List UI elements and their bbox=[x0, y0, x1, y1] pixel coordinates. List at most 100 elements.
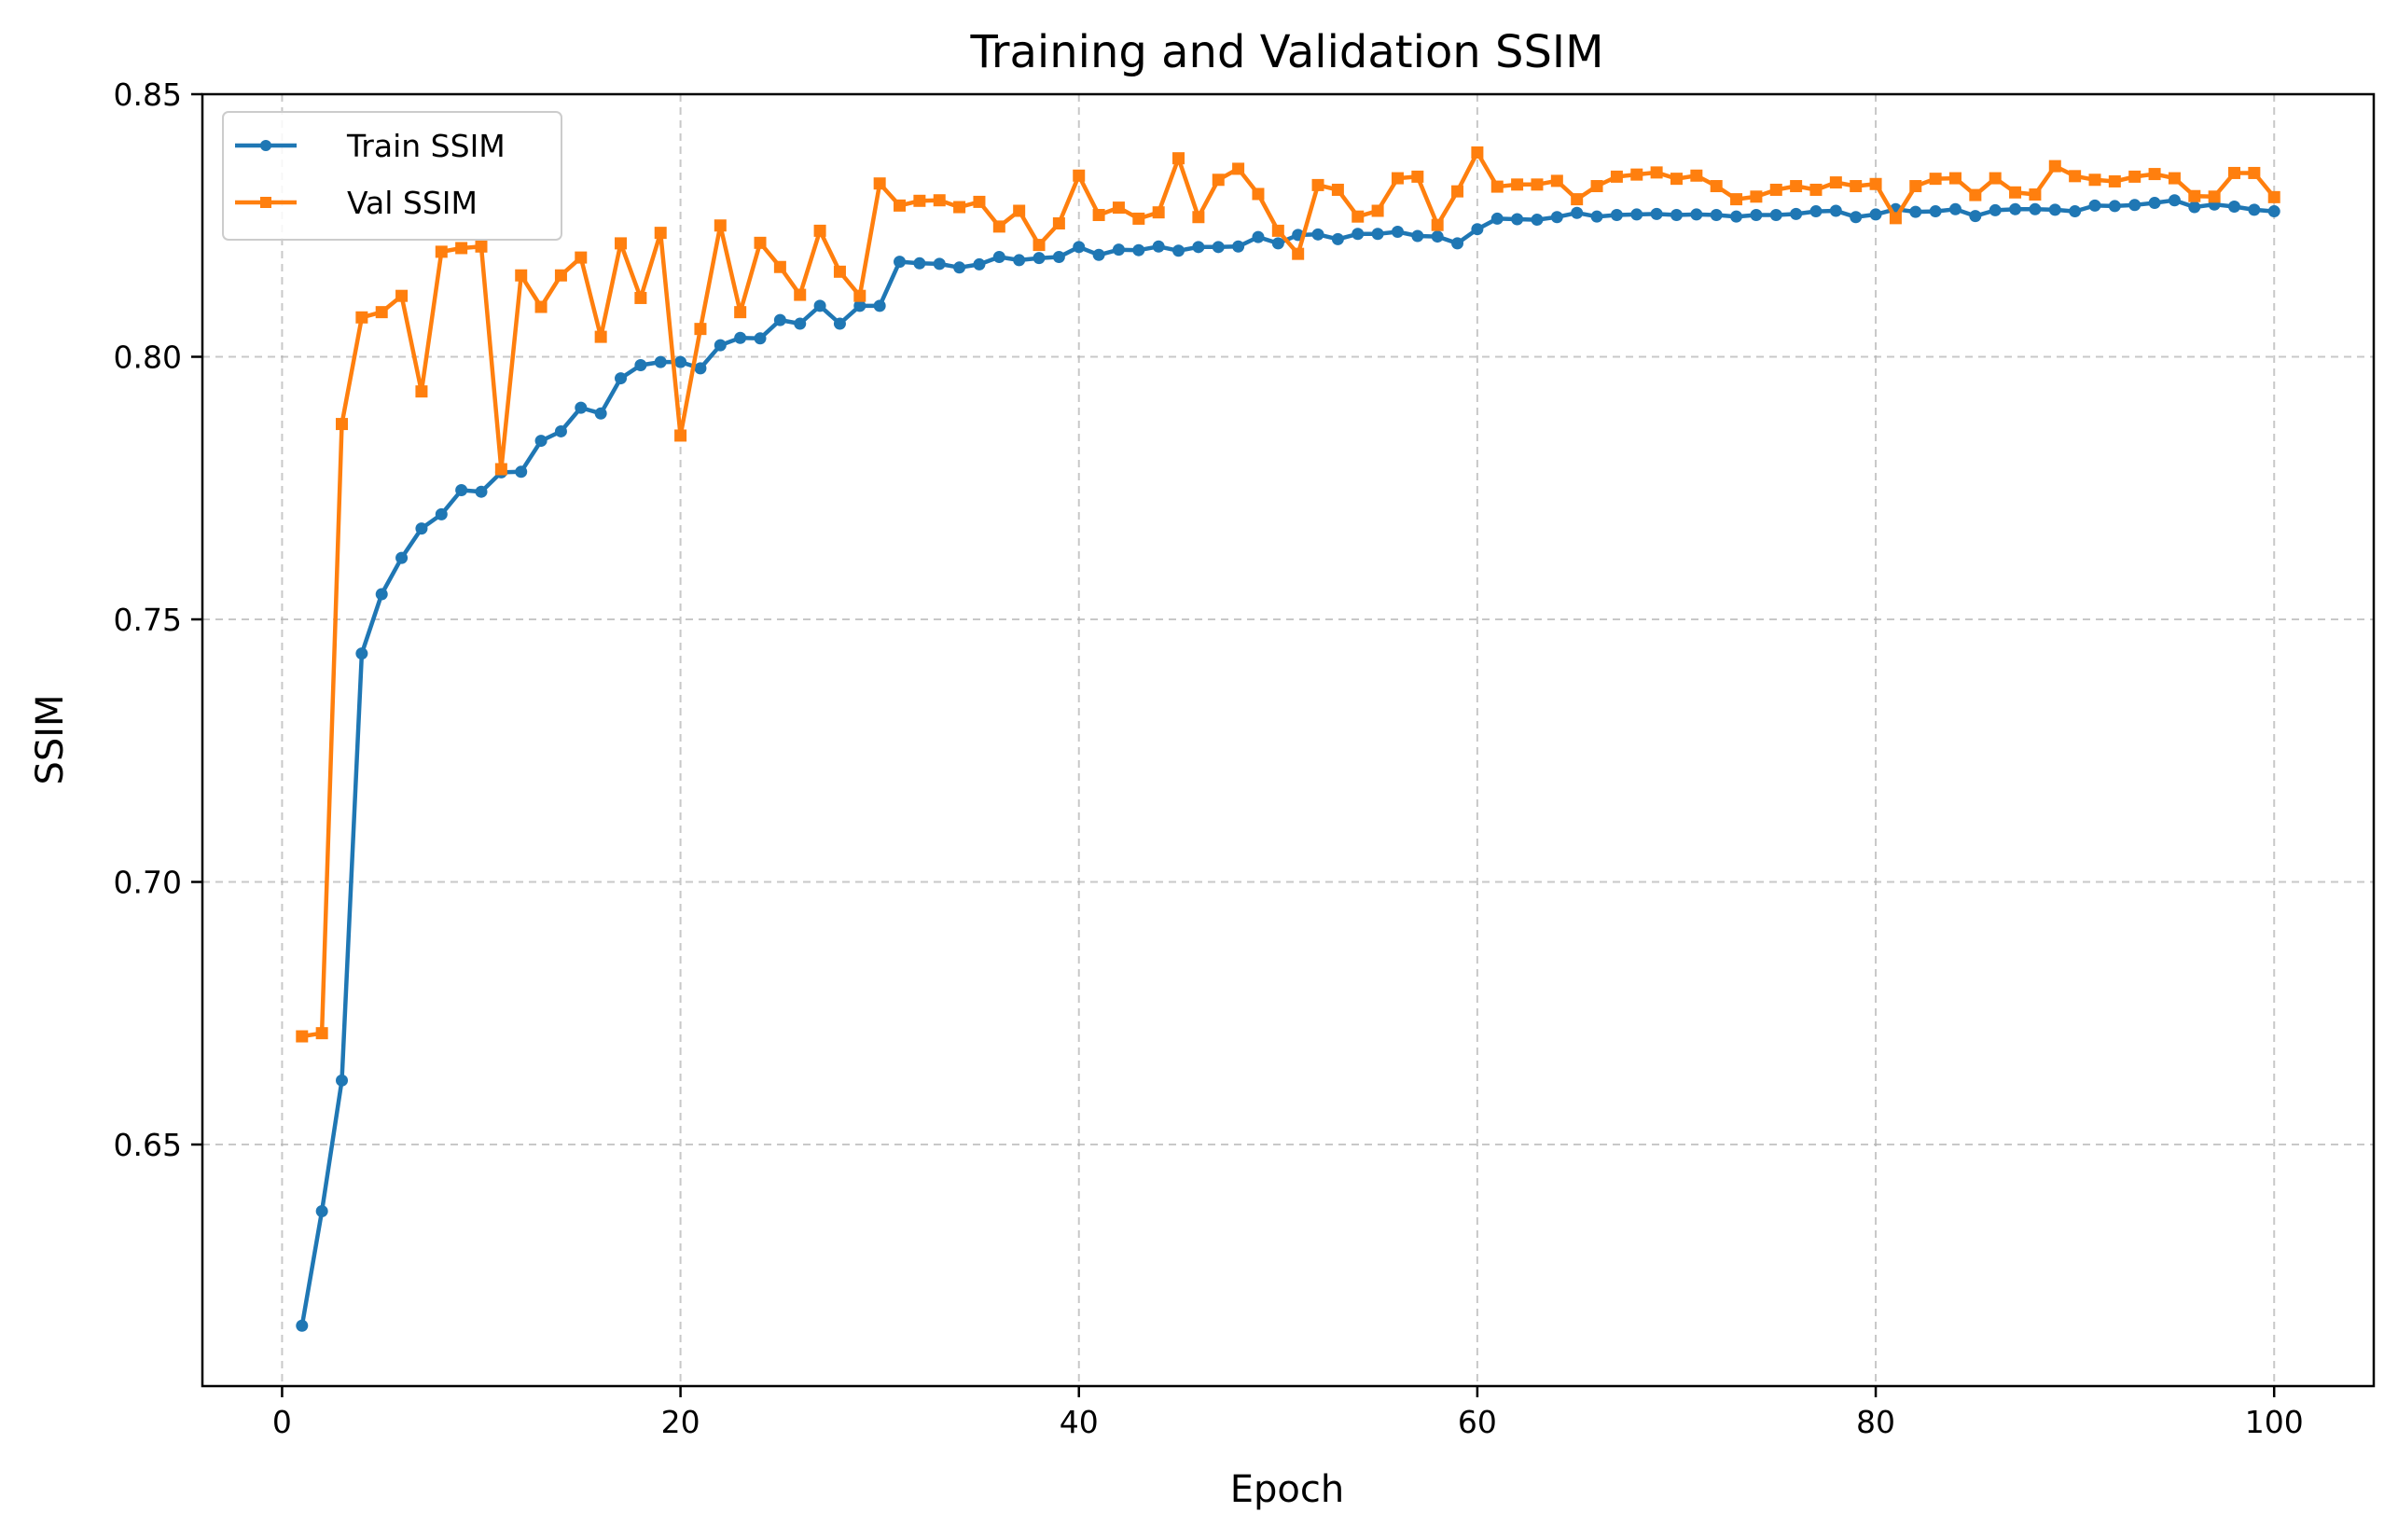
data-point-train bbox=[1750, 208, 1763, 221]
data-point-train bbox=[992, 251, 1005, 264]
data-point-train bbox=[594, 407, 607, 420]
data-point-train bbox=[933, 257, 946, 271]
data-point-train bbox=[615, 372, 628, 385]
data-point-train bbox=[296, 1319, 309, 1332]
data-point-val bbox=[1610, 170, 1623, 183]
data-point-train bbox=[734, 331, 747, 344]
data-point-val bbox=[1531, 178, 1544, 191]
data-point-val bbox=[894, 199, 907, 212]
data-point-train bbox=[1869, 208, 1882, 221]
data-point-train bbox=[1033, 252, 1046, 265]
data-point-train bbox=[336, 1074, 349, 1087]
x-tick-label: 60 bbox=[1458, 1404, 1497, 1440]
data-point-val bbox=[395, 289, 409, 302]
data-point-train bbox=[2168, 194, 2181, 207]
data-point-val bbox=[873, 177, 886, 190]
data-point-val bbox=[515, 269, 528, 282]
data-point-val bbox=[1271, 224, 1284, 237]
data-point-train bbox=[894, 256, 907, 269]
legend-marker-val bbox=[260, 197, 271, 208]
data-point-train bbox=[1013, 254, 1026, 267]
data-point-train bbox=[1092, 248, 1105, 261]
data-point-val bbox=[1511, 178, 1524, 191]
data-point-val bbox=[2048, 160, 2061, 173]
data-point-val bbox=[415, 385, 428, 398]
data-point-train bbox=[1710, 208, 1723, 221]
data-point-val bbox=[336, 418, 349, 431]
data-point-val bbox=[2148, 168, 2161, 181]
data-point-train bbox=[1829, 204, 1842, 217]
data-point-val bbox=[1590, 180, 1603, 193]
data-point-train bbox=[355, 647, 368, 660]
legend-label-val: Val SSIM bbox=[347, 185, 478, 221]
y-tick-label: 0.70 bbox=[114, 865, 182, 901]
data-point-val bbox=[534, 300, 548, 313]
data-point-train bbox=[1132, 243, 1145, 257]
data-point-val bbox=[973, 195, 986, 208]
data-point-val bbox=[1948, 172, 1961, 185]
data-point-val bbox=[1192, 211, 1205, 224]
data-point-val bbox=[1152, 206, 1165, 219]
data-point-train bbox=[575, 401, 588, 414]
data-point-val bbox=[2267, 190, 2280, 203]
data-point-train bbox=[435, 507, 448, 520]
data-point-train bbox=[1451, 237, 1464, 250]
data-point-train bbox=[1850, 211, 1863, 224]
data-point-train bbox=[1531, 214, 1544, 227]
data-point-val bbox=[615, 237, 628, 250]
data-point-train bbox=[2148, 197, 2161, 210]
data-point-val bbox=[1112, 201, 1125, 215]
x-tick-label: 80 bbox=[1856, 1404, 1895, 1440]
legend-item-val: Val SSIM bbox=[235, 185, 478, 221]
data-point-val bbox=[1292, 247, 1305, 260]
data-point-train bbox=[2088, 199, 2101, 212]
data-point-train bbox=[1073, 241, 1086, 254]
data-point-train bbox=[714, 339, 727, 352]
chart-title: Training and Validation SSIM bbox=[969, 26, 1603, 78]
data-point-train bbox=[973, 257, 986, 271]
data-point-train bbox=[554, 424, 567, 437]
data-point-train bbox=[1232, 240, 1245, 253]
data-point-train bbox=[375, 588, 388, 601]
data-point-val bbox=[1371, 204, 1384, 217]
y-tick-label: 0.75 bbox=[114, 602, 182, 638]
data-point-val bbox=[1969, 188, 1982, 201]
data-point-val bbox=[375, 306, 388, 319]
data-point-val bbox=[933, 194, 946, 207]
data-point-val bbox=[813, 224, 826, 237]
data-point-val bbox=[634, 291, 647, 304]
data-point-train bbox=[1511, 213, 1524, 226]
data-point-val bbox=[1252, 187, 1265, 201]
data-point-train bbox=[2029, 202, 2042, 215]
data-point-train bbox=[694, 362, 707, 375]
x-tick-label: 20 bbox=[661, 1404, 700, 1440]
data-point-val bbox=[2168, 172, 2181, 185]
data-point-val bbox=[1790, 180, 1803, 193]
data-point-train bbox=[455, 484, 468, 497]
data-point-train bbox=[913, 257, 926, 270]
data-point-train bbox=[1172, 244, 1185, 257]
data-point-val bbox=[1929, 173, 1942, 186]
data-point-val bbox=[1073, 169, 1086, 182]
data-point-val bbox=[1431, 218, 1444, 231]
data-point-train bbox=[1809, 205, 1823, 218]
data-point-train bbox=[2227, 200, 2240, 213]
y-tick-label: 0.65 bbox=[114, 1127, 182, 1163]
data-point-train bbox=[853, 299, 866, 312]
data-point-val bbox=[714, 219, 727, 232]
y-tick-label: 0.85 bbox=[114, 76, 182, 113]
data-point-val bbox=[1769, 183, 1782, 196]
data-point-train bbox=[1311, 228, 1324, 241]
data-point-val bbox=[1490, 180, 1504, 193]
data-point-val bbox=[2248, 166, 2261, 179]
data-point-val bbox=[2088, 173, 2101, 187]
data-point-val bbox=[355, 311, 368, 324]
data-point-train bbox=[1371, 228, 1384, 241]
data-point-val bbox=[913, 194, 926, 207]
data-point-train bbox=[1610, 208, 1623, 221]
data-point-train bbox=[2188, 201, 2201, 214]
data-point-train bbox=[2048, 203, 2061, 216]
data-point-val bbox=[494, 463, 507, 476]
data-point-val bbox=[1829, 176, 1842, 189]
data-point-val bbox=[1033, 239, 1046, 252]
